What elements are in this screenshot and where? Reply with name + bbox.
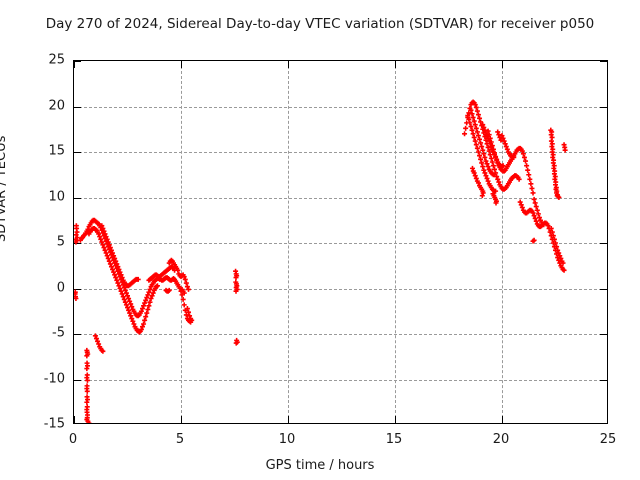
y-tick-label: 5: [56, 234, 65, 250]
y-axis-tick: [74, 61, 81, 62]
x-axis-tick: [181, 416, 182, 423]
x-axis-tick: [74, 61, 75, 68]
gridline-horizontal: [74, 152, 607, 153]
y-tick-label: 15: [48, 143, 65, 159]
y-axis-tick: [600, 152, 607, 153]
y-tick-label: 25: [48, 52, 65, 68]
x-axis-tick: [288, 61, 289, 68]
gridline-vertical: [181, 61, 182, 423]
gridline-vertical: [502, 61, 503, 423]
gridline-horizontal: [74, 243, 607, 244]
gridline-horizontal: [74, 106, 607, 108]
y-axis-tick: [74, 288, 81, 290]
gridline-horizontal: [74, 379, 607, 381]
y-tick-label: 20: [48, 98, 65, 113]
y-tick-label: -10: [43, 371, 65, 386]
chart-title: Day 270 of 2024, Sidereal Day-to-day VTE…: [45, 16, 595, 32]
x-axis-tick: [181, 61, 182, 68]
y-axis-tick: [74, 379, 81, 381]
y-axis-tick: [600, 288, 607, 290]
y-axis-tick: [600, 243, 607, 244]
y-axis-tick: [74, 334, 81, 335]
y-axis-tick: [74, 152, 81, 153]
y-axis-title: SDTVAR / TECUs: [0, 135, 9, 242]
gridline-horizontal: [74, 197, 607, 199]
y-tick-label: -15: [43, 416, 65, 432]
marker-cluster: [74, 99, 568, 423]
x-axis-tick: [395, 416, 396, 423]
x-tick-label: 20: [492, 432, 510, 447]
y-axis-tick: [74, 243, 81, 244]
x-axis-tick: [74, 416, 75, 423]
plot-area: [73, 60, 608, 424]
y-tick-label: -5: [52, 325, 65, 341]
x-axis-tick: [288, 416, 289, 423]
gridline-vertical: [395, 61, 396, 423]
x-axis-tick: [502, 61, 503, 68]
series-sdtvar: [74, 99, 568, 423]
gridline-horizontal: [74, 334, 607, 335]
y-axis-tick: [600, 61, 607, 62]
y-axis-tick: [600, 106, 607, 108]
data-series-layer: [74, 99, 568, 423]
x-tick-label: 10: [278, 432, 296, 447]
x-tick-label: 0: [68, 432, 78, 447]
gridline-vertical: [288, 61, 289, 423]
y-axis-tick: [600, 334, 607, 335]
gridline-horizontal: [74, 288, 607, 290]
x-axis-title: GPS time / hours: [265, 458, 375, 473]
y-axis-tick: [600, 197, 607, 199]
y-tick-label: 0: [56, 280, 65, 295]
y-axis-tick: [74, 197, 81, 199]
y-tick-label: 10: [48, 189, 65, 204]
x-tick-label: 5: [175, 432, 185, 447]
x-tick-label: 15: [385, 432, 403, 447]
x-axis-tick: [395, 61, 396, 68]
x-axis-tick: [502, 416, 503, 423]
y-axis-tick: [600, 379, 607, 381]
x-tick-label: 25: [599, 432, 617, 447]
y-axis-tick: [74, 106, 81, 108]
